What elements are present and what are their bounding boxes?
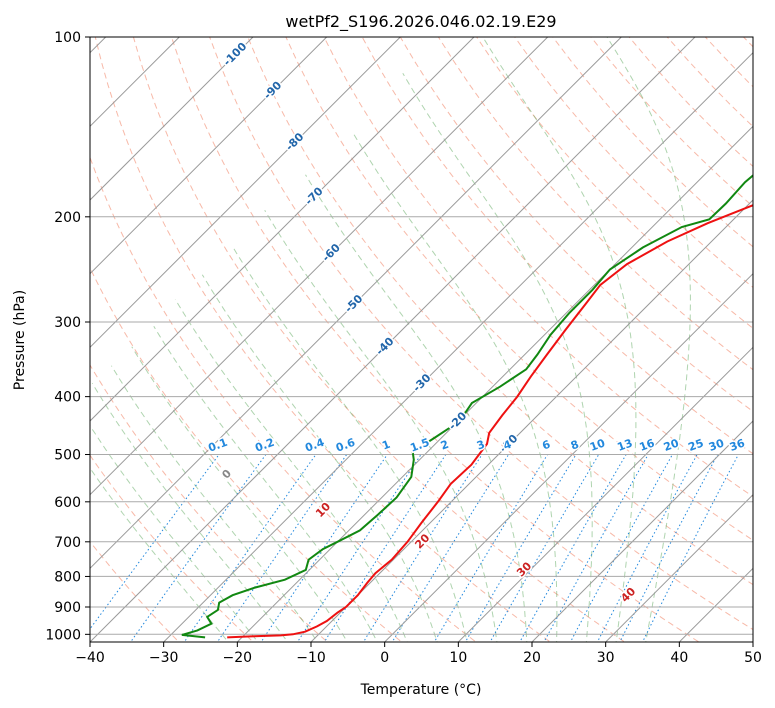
x-tick-label: −30	[149, 650, 179, 666]
isotherm-line	[90, 37, 696, 642]
mixing-ratio-label: 25	[686, 436, 705, 453]
mixing-ratio-line	[569, 454, 673, 642]
y-tick-label: 200	[54, 210, 81, 226]
mixing-ratio-line	[362, 454, 483, 642]
x-tick-label: 30	[597, 650, 615, 666]
y-tick-label: 1000	[45, 627, 81, 643]
dry-adiabat	[247, 37, 753, 586]
axes: −40 −30 −20 −10 0 10 20 30 40 50 100 200 300 400 500 60…	[45, 30, 762, 666]
dry-adiabat	[132, 37, 626, 642]
mixing-ratio-line	[296, 454, 422, 642]
mixing-ratio-line	[464, 454, 577, 642]
dry-adiabat	[171, 37, 700, 642]
isotherm-line	[752, 641, 753, 642]
isotherm-line	[90, 37, 475, 422]
mixing-ratio-line	[183, 454, 317, 642]
isotherm-line	[163, 51, 753, 642]
isotherm-line	[457, 346, 753, 642]
pressure-grid	[90, 37, 753, 635]
dry-adiabat	[90, 266, 403, 642]
plot-frame	[89, 36, 754, 643]
isotherm-line	[310, 199, 753, 642]
moist-adiabat	[305, 174, 528, 642]
dewpoint-line	[181, 174, 753, 639]
x-tick-label: −20	[223, 650, 253, 666]
y-axis-label: Pressure (hPa)	[12, 290, 28, 390]
mixing-ratio-label: 0.4	[303, 436, 326, 455]
moist-adiabat	[90, 424, 259, 642]
dry-adiabat	[90, 454, 254, 642]
isotherm-line	[531, 420, 753, 642]
y-tick-label: 100	[54, 30, 81, 46]
isotherm-line	[90, 37, 622, 570]
x-tick-label: 40	[670, 650, 688, 666]
moist-adiabat	[91, 383, 289, 642]
dry-adiabat	[323, 37, 753, 498]
dry-adiabat	[94, 37, 552, 642]
temperature-line	[227, 204, 753, 639]
chart-title: wetPf2_S196.2026.046.02.19.E29	[285, 12, 556, 32]
isotherm-line	[90, 37, 549, 496]
mixing-ratio-line	[619, 454, 719, 642]
isotherm-line	[605, 493, 753, 642]
y-tick-label: 600	[54, 495, 81, 511]
x-tick-label: −40	[75, 650, 105, 666]
moist-adiabat	[264, 209, 498, 642]
x-tick-label: 0	[380, 650, 389, 666]
x-tick-label: 10	[449, 650, 467, 666]
dry-adiabat	[209, 37, 753, 631]
moist-adiabat	[402, 73, 593, 642]
isotherm-line	[90, 37, 328, 275]
x-tick-label: 20	[523, 650, 541, 666]
moist-adiabat	[131, 346, 348, 642]
dry-adiabat	[285, 37, 753, 541]
isotherm-line	[384, 272, 753, 642]
moist-adiabat	[153, 326, 378, 642]
mixing-ratio-line	[323, 454, 447, 642]
mixing-ratio-line	[129, 454, 267, 642]
y-tick-label: 500	[54, 448, 81, 464]
mixing-ratio-line	[216, 454, 348, 642]
moist-adiabat	[606, 37, 691, 642]
x-axis-label: Temperature (°C)	[360, 682, 482, 698]
x-tick-label: −10	[296, 650, 326, 666]
y-tick-label: 300	[54, 315, 81, 331]
mixing-ratio-line	[260, 454, 388, 642]
dry-adiabat	[514, 37, 753, 289]
y-tick-label: 900	[54, 600, 81, 616]
isotherm-line	[90, 37, 401, 349]
profile-lines	[181, 174, 753, 639]
moist-adiabat	[110, 365, 319, 642]
mixing-ratio-line	[433, 454, 548, 642]
dry-adiabat	[90, 364, 329, 642]
moist-adiabat	[482, 37, 637, 642]
y-tick-label: 800	[54, 569, 81, 585]
mixing-ratio-line	[391, 454, 510, 642]
y-tick-label: 400	[54, 390, 81, 406]
y-tick-label: 700	[54, 535, 81, 551]
isotherm-line	[90, 37, 254, 201]
mixing-ratio-line	[596, 454, 698, 642]
mixing-ratio-line	[90, 454, 220, 630]
x-tick-label: 50	[744, 650, 762, 666]
